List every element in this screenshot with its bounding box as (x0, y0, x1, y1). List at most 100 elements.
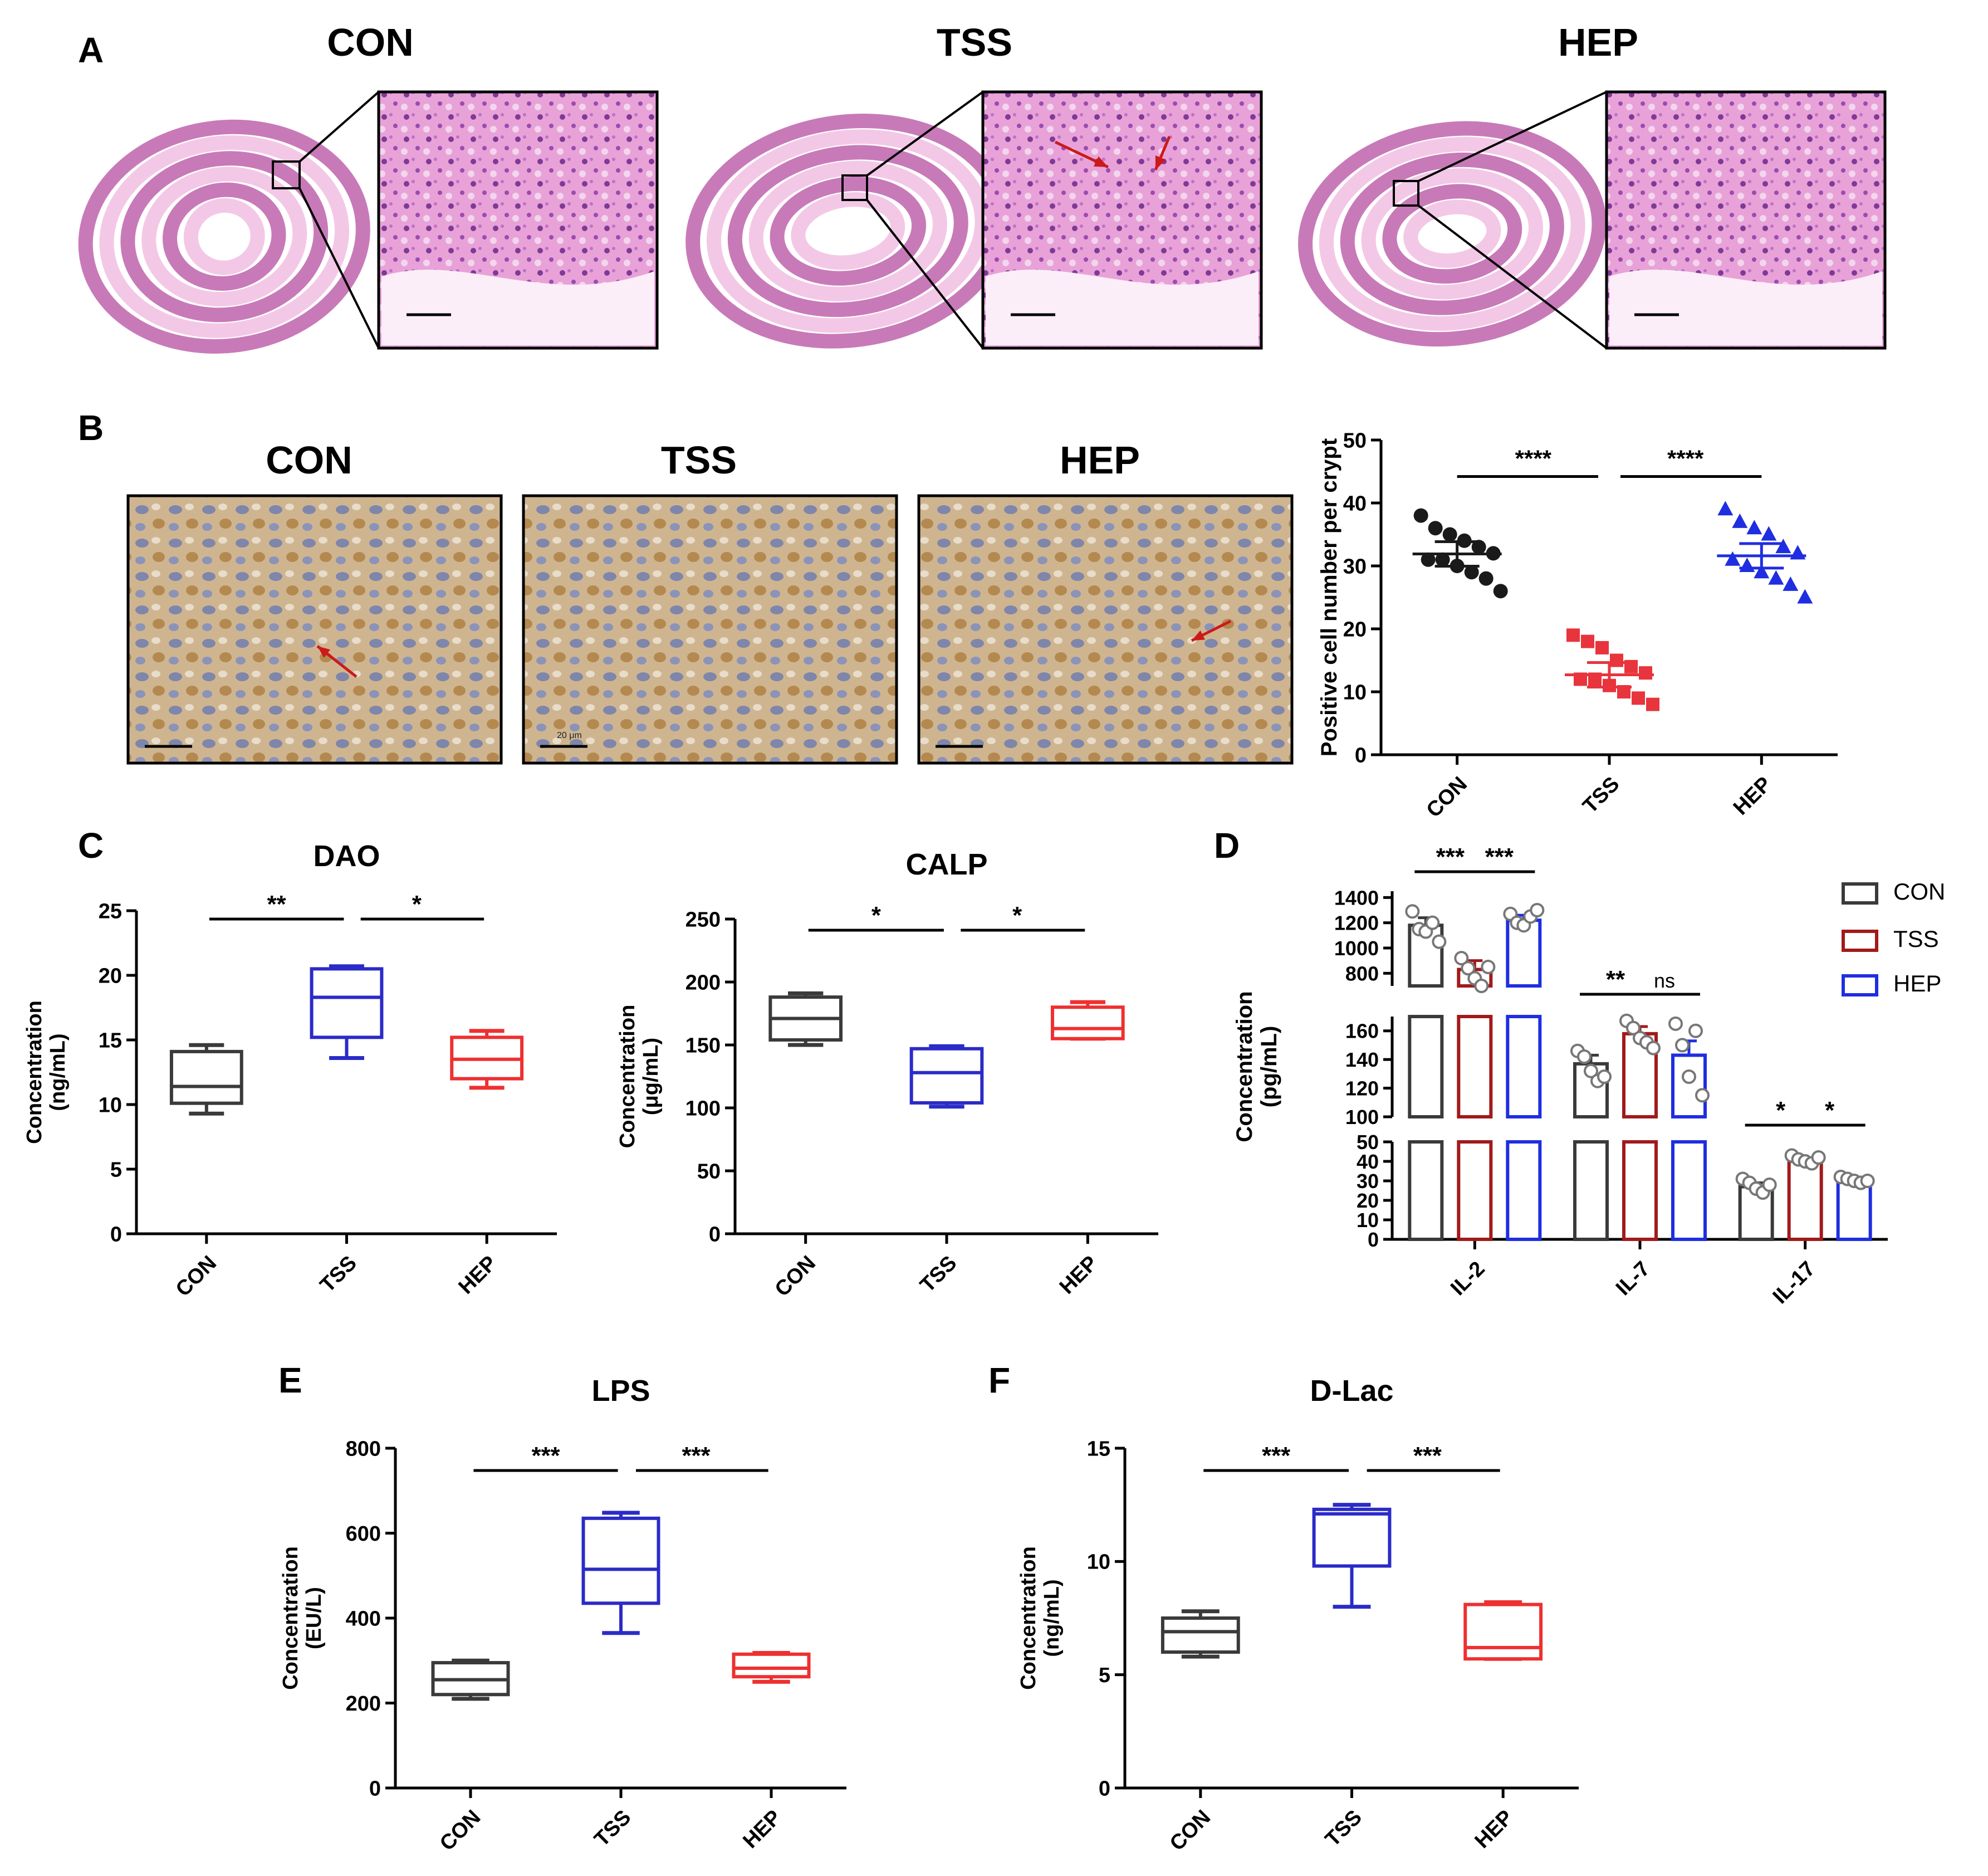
chartDAO-y-tick-label: 10 (99, 1093, 122, 1117)
panel-a-title-tss: TSS (937, 21, 1012, 64)
chartD-sig-label: * (1825, 1097, 1835, 1124)
colon-ring (727, 145, 968, 317)
chartDAO-y-tick-label: 5 (110, 1158, 122, 1181)
chartCALP-y-tick-label: 150 (685, 1034, 721, 1057)
data-point (1688, 1023, 1703, 1038)
chartLPS-ylabel-line: (EU/L) (302, 1587, 326, 1649)
data-point (1646, 1040, 1661, 1056)
chartD-ylabel-line: (pg/mL) (1257, 1026, 1281, 1108)
panel-letter-f: F (988, 1360, 1010, 1400)
chartB-y-tick-label: 20 (1343, 618, 1367, 641)
panel-a-overview-hep (1298, 121, 1607, 347)
chartCALP-box-tss (909, 1044, 984, 1109)
chartCALP-y-tick-label: 250 (685, 908, 721, 931)
chartB-y-tick-label: 40 (1343, 492, 1367, 515)
panel-a-zoom-line (298, 91, 380, 163)
point (1739, 558, 1755, 572)
chartD-x-label-il-17: IL-17 (1769, 1257, 1820, 1308)
chartDAO-x-label-tss: TSS (316, 1252, 361, 1297)
chartD-series-con (1405, 904, 1777, 1241)
chartDAO-y-tick-label: 25 (99, 900, 122, 923)
chartDAO-title: DAO (314, 839, 380, 873)
chartB-x-label-con: CON (1422, 773, 1472, 822)
data-point (1597, 1069, 1612, 1084)
point (1783, 576, 1799, 591)
data-point (1454, 951, 1469, 966)
chartD-y-tick-label: 1200 (1334, 912, 1379, 935)
chartD-legend-swatch-tss (1842, 930, 1878, 952)
chartDAO-box-con (169, 1043, 243, 1116)
chartD-x-label-il-2: IL-2 (1446, 1257, 1489, 1300)
panel-letter-e: E (278, 1360, 302, 1400)
chartCALP-sig-label: * (1012, 902, 1022, 929)
chartLPS-y-tick-label: 600 (346, 1522, 381, 1546)
point (1632, 691, 1645, 705)
chartD-x-label-il-7: IL-7 (1612, 1257, 1654, 1300)
chartDAO-y-tick-label: 15 (99, 1029, 122, 1052)
chartDLac-y-tick-label: 5 (1099, 1664, 1110, 1687)
chart-c-calp: 0 50 100 150 200 250 CON TSS HEP CALP Concentratio… (616, 848, 1158, 1301)
chartCALP-sig-label: * (871, 902, 881, 929)
chartLPS-y-tick-label: 800 (346, 1437, 381, 1460)
chart-f-dlac: 0 5 10 15 CON TSS HEP D-Lac Concentration(ng/mL)… (1017, 1374, 1579, 1855)
colon-ring (1382, 184, 1522, 284)
chartD-y-tick-label: 30 (1357, 1170, 1379, 1193)
chartB-ylabel-line: Positive cell number per crypt (1317, 438, 1341, 756)
chartCALP-y-tick-label: 100 (685, 1097, 721, 1120)
point (1761, 526, 1777, 541)
panel-a-lumen (381, 270, 654, 345)
panel-a-overview-tss (685, 114, 1011, 349)
chartLPS-sig-label: *** (682, 1442, 710, 1469)
chart-b-positive-cells: 0 10 20 30 40 50 CON TSS HEP Positive cell number… (1317, 429, 1838, 822)
bar (1622, 1140, 1658, 1241)
colon-ring (141, 167, 307, 307)
chartD-series-hep (1503, 903, 1875, 1241)
chartD-y-tick-label: 1000 (1334, 937, 1379, 960)
panel-letter-a: A (78, 30, 104, 70)
box (909, 1047, 984, 1105)
chartCALP-ylabel-line: (μg/mL) (639, 1038, 663, 1115)
panel-b-image-con (126, 494, 503, 765)
point (1732, 513, 1748, 528)
data-point (1811, 1150, 1826, 1165)
chartD-y-tick-label: 100 (1345, 1106, 1379, 1128)
panel-a-lumen (986, 270, 1259, 345)
chartDAO-x-label-hep: HEP (454, 1252, 502, 1299)
chartCALP-x-label-hep: HEP (1055, 1252, 1103, 1299)
chartDLac-y-tick-label: 0 (1099, 1777, 1110, 1800)
chartD-y-tick-label: 1400 (1334, 886, 1379, 909)
panel-a-inset-box-con (272, 160, 301, 189)
chartD-sig-label: *** (1485, 843, 1514, 871)
red-arrowhead (1192, 630, 1205, 641)
chartD-legend-label-hep: HEP (1893, 970, 1941, 996)
red-arrowhead (1094, 156, 1108, 167)
chartD-y-tick-label: 120 (1345, 1077, 1379, 1100)
point (1442, 527, 1457, 542)
box (1463, 1603, 1543, 1661)
chartB-sig-label: **** (1667, 446, 1704, 472)
box (169, 1049, 243, 1105)
chartLPS-x-label-con: CON (435, 1806, 485, 1855)
data-point (1860, 1174, 1875, 1188)
chartD-ylabel: Concentration(pg/mL) (1232, 991, 1281, 1142)
chartDLac-box-con (1161, 1609, 1240, 1659)
colon-ring (707, 129, 990, 333)
point (1435, 552, 1450, 567)
chartCALP-ylabel-line: Concentration (616, 1005, 639, 1149)
point (1639, 666, 1652, 680)
chartB-sig-label: **** (1515, 446, 1552, 472)
chartD-y-tick-label: 40 (1357, 1150, 1379, 1173)
point (1471, 540, 1486, 555)
colon-ring (1298, 121, 1607, 347)
point (1725, 551, 1741, 566)
colon-ring (1340, 152, 1564, 315)
bar (1836, 1179, 1872, 1241)
chartDLac-title: D-Lac (1310, 1374, 1393, 1408)
panel-a-inset-box-tss (841, 174, 868, 201)
chartLPS-ylabel: Concentration(EU/L) (279, 1546, 326, 1690)
panel-a-overview-con (78, 119, 370, 354)
colon-ring (791, 192, 905, 270)
point (1768, 570, 1784, 585)
chartDLac-ylabel: Concentration(ng/mL) (1017, 1546, 1064, 1690)
